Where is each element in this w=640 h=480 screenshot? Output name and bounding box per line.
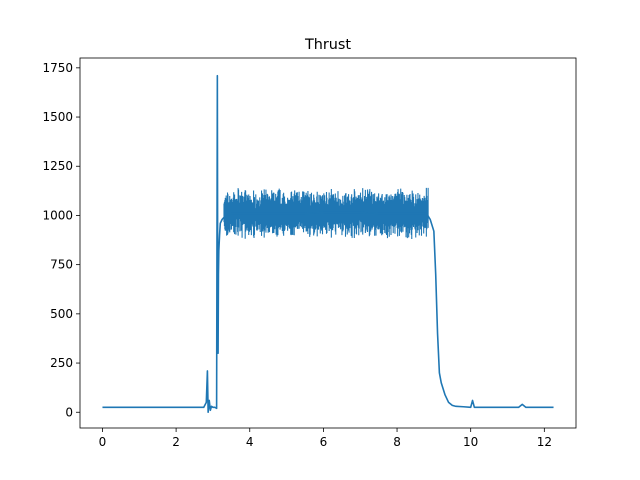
y-tick-label: 0	[65, 405, 73, 419]
y-tick-label: 1500	[42, 110, 73, 124]
x-tick-label: 10	[463, 435, 478, 449]
series-line-thrust	[102, 74, 554, 414]
x-tick-label: 6	[320, 435, 328, 449]
x-axis: 0 2 4 6 8 10 12	[99, 428, 552, 449]
x-tick-label: 2	[172, 435, 180, 449]
chart-title: Thrust	[304, 37, 351, 53]
y-tick-label: 750	[50, 258, 73, 272]
x-tick-label: 8	[393, 435, 401, 449]
plot-background	[80, 58, 576, 428]
x-tick-label: 12	[537, 435, 552, 449]
x-tick-label: 4	[246, 435, 254, 449]
y-tick-label: 1250	[42, 159, 73, 173]
y-tick-label: 1000	[42, 208, 73, 222]
y-tick-label: 1750	[42, 61, 73, 75]
y-axis: 0 250 500 750 1000 1250 1500 1750	[42, 61, 80, 419]
y-tick-label: 500	[50, 307, 73, 321]
x-tick-label: 0	[99, 435, 107, 449]
axes-frame	[79, 57, 577, 429]
y-tick-label: 250	[50, 356, 73, 370]
